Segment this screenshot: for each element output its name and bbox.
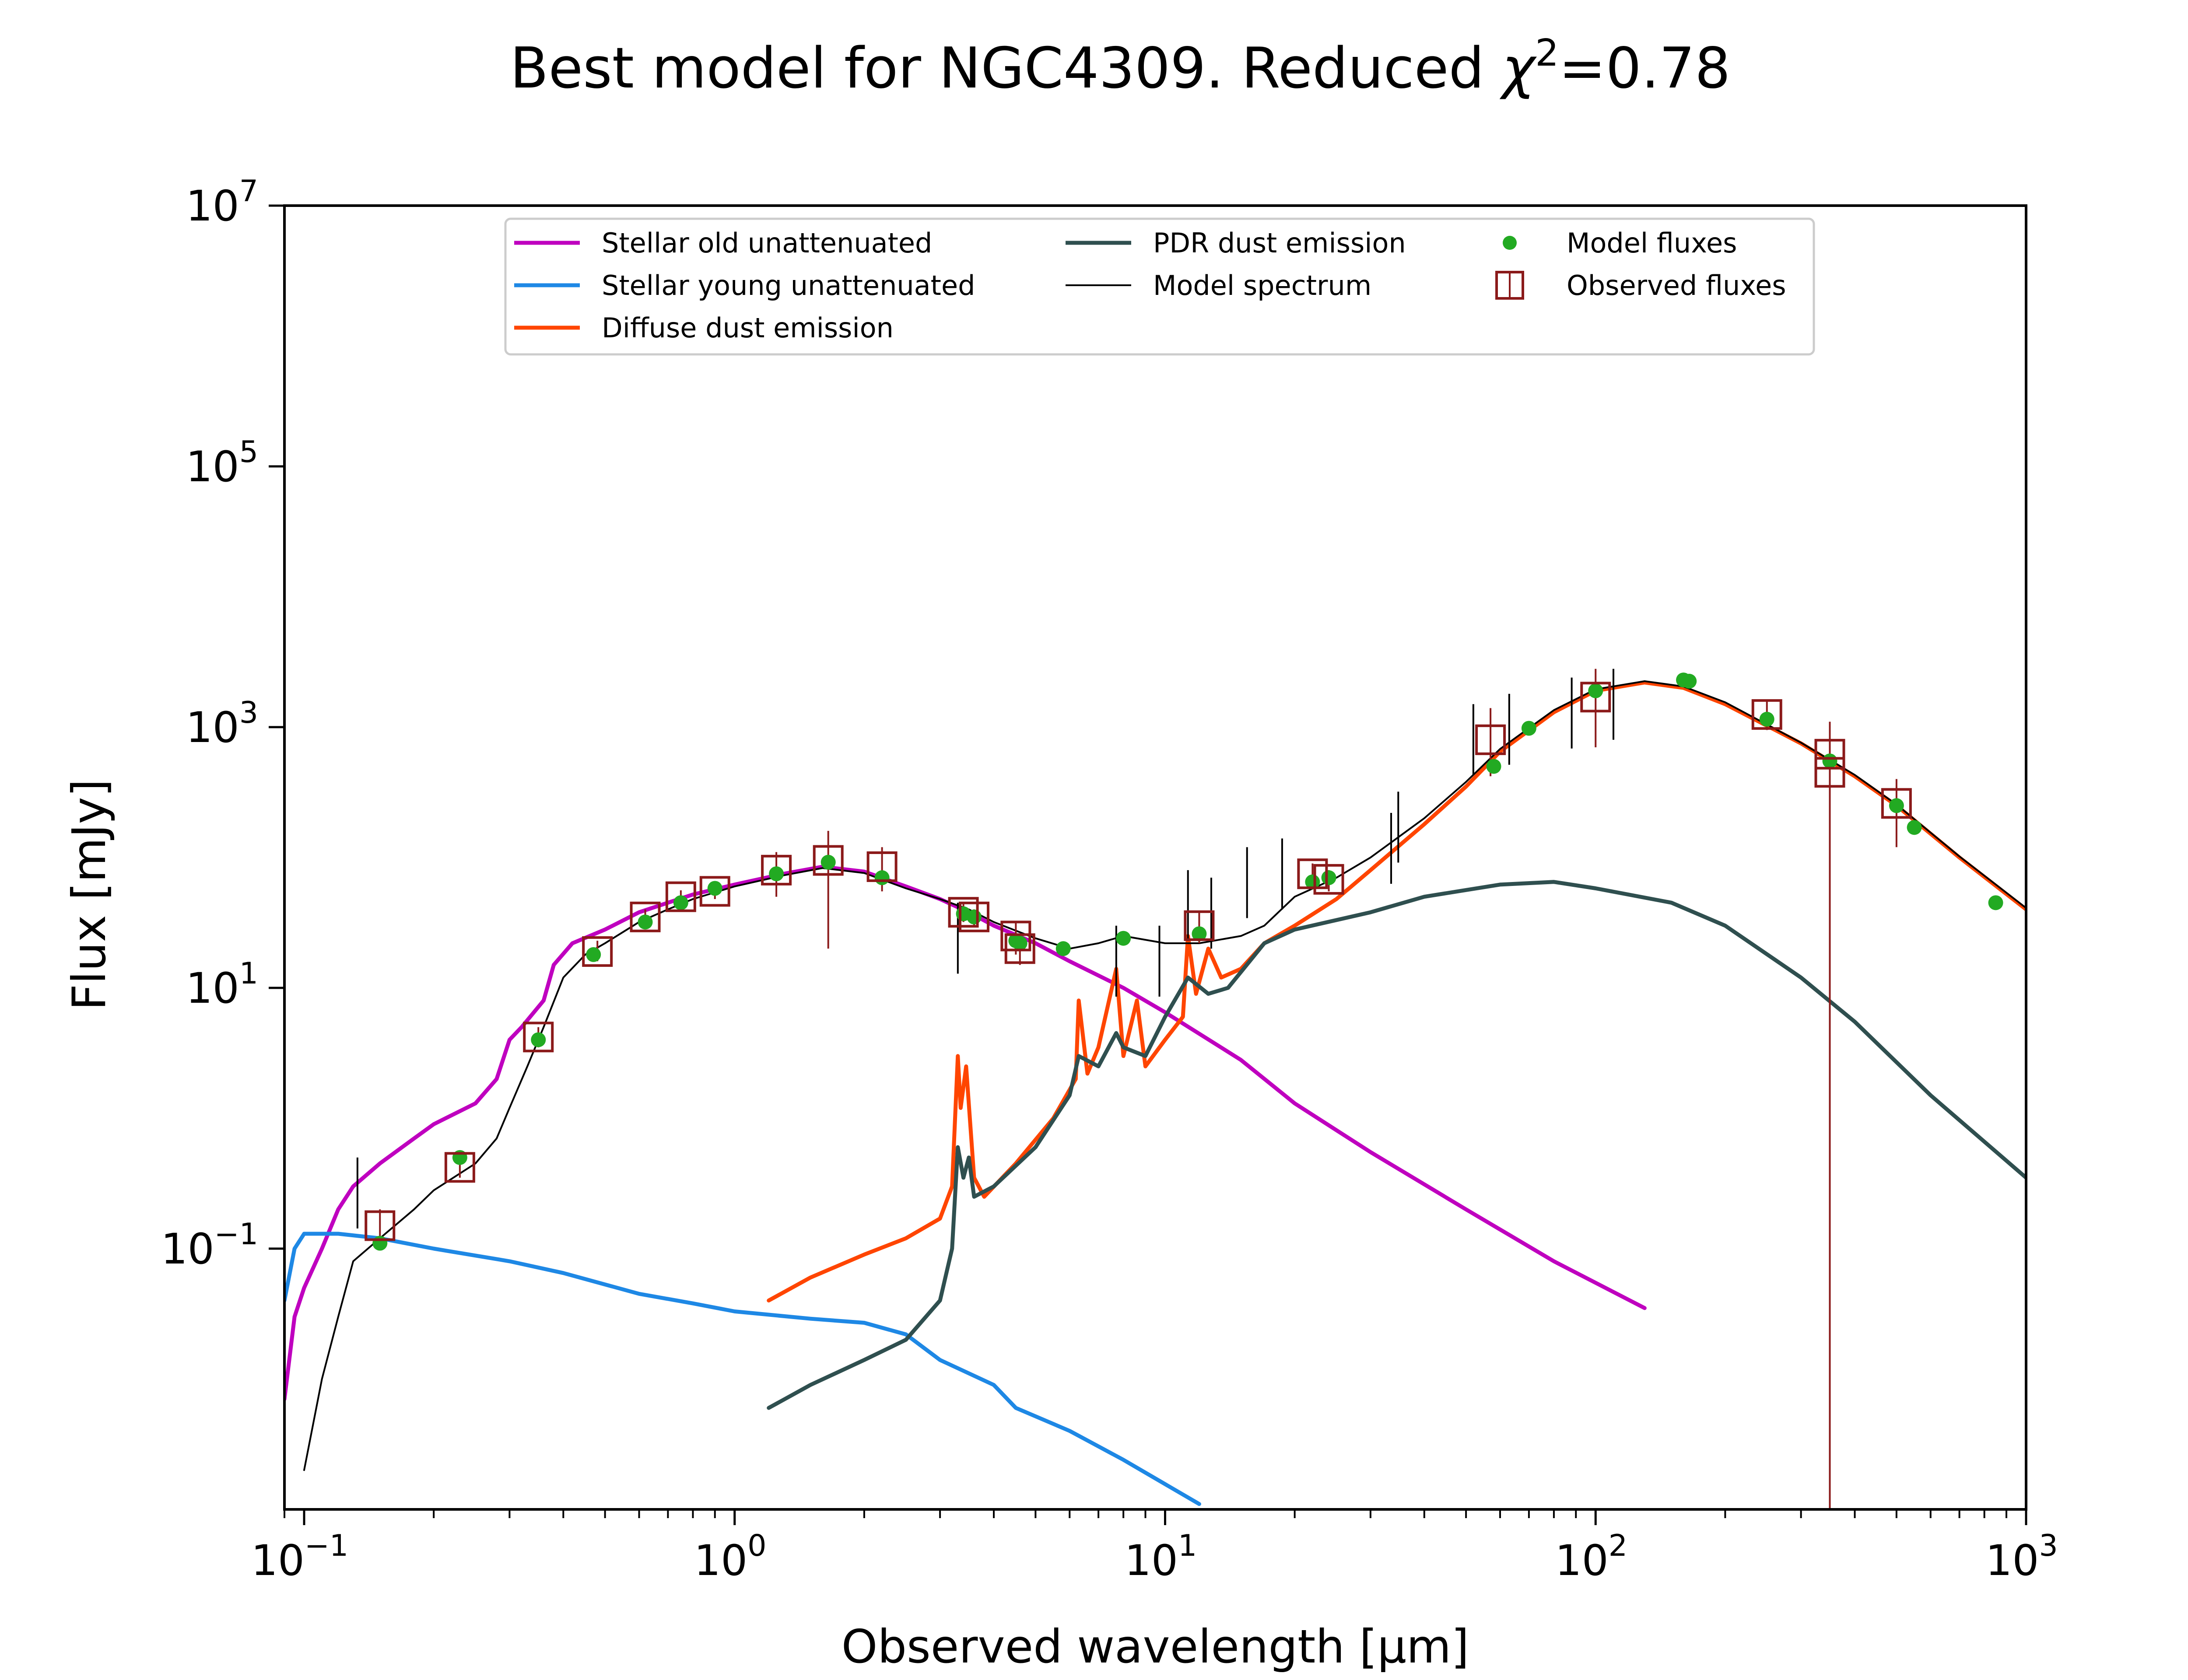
plot-area [283, 204, 2027, 1511]
y-axis: 10−1 101 103 105 107 [161, 174, 284, 1274]
legend-item: Observed fluxes [1495, 270, 1786, 301]
observed-flux-point [699, 876, 730, 907]
chart-title-chi: χ [1499, 36, 1537, 101]
legend-label: Observed fluxes [1567, 270, 1786, 301]
observed-flux-point [444, 1152, 475, 1183]
model-flux-point [1305, 874, 1320, 889]
legend-swatch [1503, 236, 1517, 250]
y-tick-label: 107 [186, 174, 258, 231]
x-axis: 10−1 100 101 102 103 [251, 1509, 2058, 1585]
model-flux-point [586, 947, 601, 962]
x-tick-label: 102 [1555, 1529, 1627, 1585]
observed-flux-point [582, 936, 613, 967]
observed-flux-point [1814, 757, 1845, 788]
model-flux-point [1988, 895, 2003, 910]
x-tick-label: 103 [1985, 1529, 2058, 1585]
observed-flux-point [1881, 788, 1912, 819]
y-tick-label: 101 [186, 956, 258, 1013]
errorbar-layer [379, 668, 1897, 1509]
chart-title-suffix: =0.78 [1559, 36, 1730, 101]
chart-title-prefix: Best model for NGC4309. Reduced [510, 36, 1502, 101]
model-flux-point [1192, 926, 1207, 942]
model-flux-point [1889, 798, 1904, 813]
marker-layer [365, 672, 2003, 1251]
legend-item: Model spectrum [1066, 270, 1371, 301]
model-flux-point [372, 1236, 388, 1251]
legend-label: Model fluxes [1567, 227, 1737, 259]
series-line-1 [284, 1232, 1201, 1506]
observed-flux-point [959, 901, 990, 932]
observed-flux-point [1004, 933, 1035, 964]
x-axis-label: Observed wavelength [μm] [842, 1620, 1469, 1673]
plot-frame [283, 204, 2027, 1511]
y-tick-label: 103 [186, 696, 258, 752]
observed-flux-point [1814, 738, 1845, 770]
legend-item: Model fluxes [1503, 227, 1737, 259]
legend-box [504, 217, 1815, 356]
model-flux-point [820, 854, 836, 870]
series-line-2 [767, 680, 2026, 1303]
legend-item: Diffuse dust emission [514, 312, 894, 344]
model-flux-point [1759, 711, 1774, 727]
series-line-4 [303, 680, 2026, 1471]
y-tick-label: 10−1 [161, 1217, 258, 1274]
y-tick-label: 105 [186, 435, 258, 491]
model-flux-point [1486, 759, 1501, 774]
model-flux-point [1822, 753, 1837, 769]
model-flux-point [1012, 935, 1027, 951]
observed-flux-point [1000, 920, 1031, 952]
x-tick-label: 101 [1125, 1529, 1197, 1585]
model-flux-point [769, 866, 784, 882]
observed-flux-point [665, 881, 696, 912]
observed-flux-point [1580, 682, 1611, 713]
series-layer [284, 668, 2026, 1506]
model-flux-point [707, 881, 722, 896]
observed-flux-point [866, 851, 898, 882]
legend-label: PDR dust emission [1153, 227, 1406, 259]
legend: Stellar old unattenuated Stellar young un… [504, 217, 1815, 356]
model-flux-point [1116, 931, 1131, 946]
model-flux-point [531, 1032, 546, 1047]
model-flux-point [1682, 674, 1697, 689]
legend-item: Stellar young unattenuated [514, 270, 975, 301]
model-flux-point [1321, 870, 1336, 886]
observed-flux-point [1313, 864, 1344, 895]
legend-item: PDR dust emission [1066, 227, 1406, 259]
model-flux-point [1055, 941, 1071, 956]
observed-flux-point [1184, 910, 1215, 941]
legend-item: Stellar old unattenuated [514, 227, 932, 259]
model-flux-point [1907, 820, 1922, 835]
observed-flux-point [630, 901, 661, 932]
series-line-3 [767, 880, 2026, 1410]
observed-flux-point [761, 854, 792, 886]
model-flux-point [1588, 683, 1603, 698]
legend-label: Stellar old unattenuated [602, 227, 932, 259]
observed-flux-point [1751, 699, 1782, 730]
model-flux-point [1521, 721, 1536, 736]
chart-title-sup: 2 [1535, 32, 1559, 75]
model-flux-point [967, 909, 982, 924]
observed-flux-point [365, 1210, 396, 1241]
x-tick-label: 100 [694, 1529, 766, 1585]
legend-label: Model spectrum [1153, 270, 1371, 301]
observed-flux-point [523, 1022, 554, 1053]
y-axis-label: Flux [mJy] [63, 779, 116, 1011]
chart-title: Best model for NGC4309. Reduced χ2=0.78 [510, 32, 1731, 101]
model-flux-point [638, 914, 653, 930]
observed-flux-point [813, 845, 844, 876]
model-flux-point [673, 895, 688, 910]
observed-flux-point [1475, 724, 1506, 755]
observed-flux-point [1297, 858, 1328, 889]
legend-label: Diffuse dust emission [602, 312, 894, 344]
observed-flux-point [948, 897, 979, 928]
model-flux-point [874, 870, 890, 886]
x-tick-label: 10−1 [251, 1529, 348, 1585]
series-line-0 [284, 864, 1647, 1401]
legend-label: Stellar young unattenuated [602, 270, 975, 301]
